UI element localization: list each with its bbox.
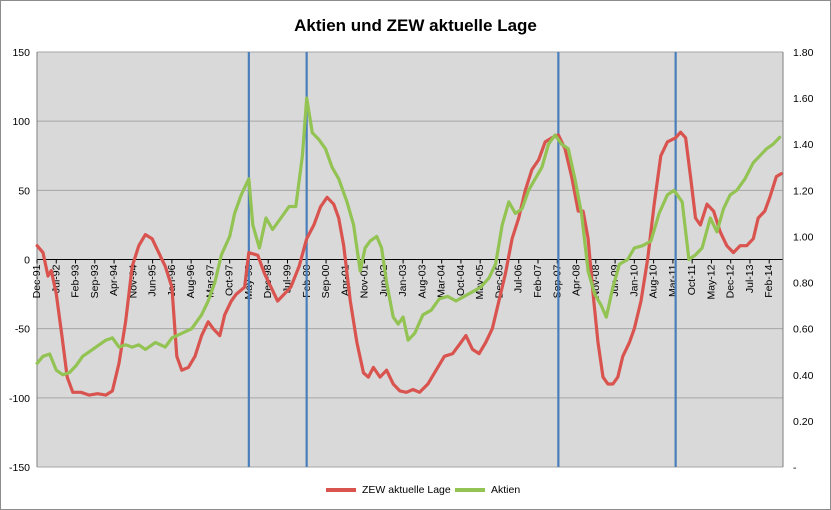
x-tick-label: Apr-94	[108, 264, 120, 296]
series-line-aktien	[35, 96, 782, 377]
x-tick-label: Feb-93	[70, 264, 82, 297]
chart-title: Aktien und ZEW aktuelle Lage	[294, 16, 537, 35]
chart-legend: ZEW aktuelle Lage Aktien	[0, 484, 831, 500]
y-right-tick-label: 0.20	[793, 416, 814, 428]
series-line-zew	[35, 130, 783, 397]
x-tick-label: Sep-93	[89, 264, 101, 298]
y-left-tick-label: 150	[12, 47, 30, 59]
x-tick-label: Jan-10	[628, 264, 640, 296]
y-right-tick-label: 1.20	[793, 185, 814, 197]
y-right-tick-label: 0.60	[793, 324, 814, 336]
y-left-tick-label: 50	[18, 185, 30, 197]
y-left-tick-label: 100	[12, 116, 30, 128]
x-tick-label: Dec-91	[31, 264, 43, 298]
x-tick-label: Apr-08	[571, 264, 583, 296]
x-tick-label: Jan-03	[397, 264, 409, 296]
x-tick-label: Sep-00	[320, 264, 332, 298]
x-tick-label: Aug-10	[648, 264, 660, 298]
legend-swatch	[326, 488, 356, 492]
x-tick-label: Mar-04	[436, 264, 448, 297]
y-left-tick-label: -150	[9, 462, 30, 474]
x-tick-label: Oct-97	[224, 264, 236, 296]
y-left-tick-label: -50	[15, 324, 30, 336]
x-tick-label: Mar-11	[667, 264, 679, 297]
y-right-tick-label: 0.40	[793, 370, 814, 382]
x-tick-label: Jun-95	[147, 264, 159, 296]
x-tick-label: Aug-03	[416, 264, 428, 298]
x-tick-label: Aug-96	[185, 264, 197, 298]
y-right-tick-label: 1.60	[793, 93, 814, 105]
legend-label: Aktien	[491, 484, 521, 496]
y-right-tick-label: 0.80	[793, 278, 814, 290]
y-right-tick-label: 1.00	[793, 231, 814, 243]
x-tick-label: Nov-01	[359, 264, 371, 298]
x-tick-label: Feb-07	[532, 264, 544, 297]
x-tick-label: Jul-13	[744, 264, 756, 293]
x-tick-label: Oct-04	[455, 264, 467, 296]
legend-item: Aktien	[455, 484, 520, 496]
legend-item: ZEW aktuelle Lage	[326, 484, 451, 496]
y-right-tick-label: 1.40	[793, 139, 814, 151]
y-left-tick-label: 0	[24, 255, 30, 267]
x-tick-label: Dec-12	[725, 264, 737, 298]
legend-label: ZEW aktuelle Lage	[362, 484, 451, 496]
y-right-tick-label: -	[793, 462, 797, 474]
legend-swatch	[455, 488, 485, 492]
x-tick-label: Jul-06	[513, 264, 525, 293]
x-tick-label: May-12	[705, 264, 717, 299]
x-tick-label: Oct-11	[686, 264, 698, 295]
y-left-tick-label: -100	[9, 393, 30, 405]
y-right-tick-label: 1.80	[793, 47, 814, 59]
x-tick-label: Feb-14	[763, 264, 775, 297]
